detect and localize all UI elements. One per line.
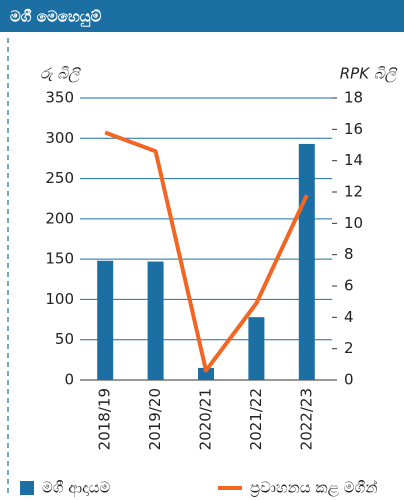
y-tick-label: 300 <box>45 129 74 147</box>
y2-tick-label: 6 <box>344 277 354 295</box>
y2-tick-label: 2 <box>344 339 354 357</box>
y2-tick-label: 4 <box>344 308 354 326</box>
y-tick-label: 250 <box>45 169 74 187</box>
y2-axis-label: RPK බිලි <box>340 65 399 83</box>
x-tick-label: 2019/20 <box>146 388 164 450</box>
y2-tick-label: 14 <box>344 151 363 169</box>
x-tick-label: 2018/19 <box>96 388 114 450</box>
y2-tick-label: 10 <box>344 214 363 232</box>
chart-title: මගී මෙහෙයුම් <box>10 8 102 28</box>
y-tick-label: 200 <box>45 209 74 227</box>
x-tick-label: 2020/21 <box>197 388 215 450</box>
y-tick-label: 0 <box>64 371 74 389</box>
y-tick-label: 50 <box>55 330 74 348</box>
y-axis-label: රු බිලි <box>40 65 82 83</box>
y2-tick-label: 8 <box>344 245 354 263</box>
bar <box>248 317 265 380</box>
legend-swatch <box>20 481 34 495</box>
y2-tick-label: 16 <box>344 120 363 138</box>
header-bar <box>0 0 404 32</box>
x-tick-label: 2022/23 <box>297 388 315 450</box>
y-tick-label: 100 <box>45 290 74 308</box>
line <box>104 130 309 373</box>
y-tick-label: 150 <box>45 250 74 268</box>
bar <box>97 260 114 380</box>
y2-tick-label: 18 <box>344 89 363 107</box>
y2-tick-label: 12 <box>344 183 363 201</box>
legend-label: ප්‍රවාහනය කළ මගීන් <box>250 478 378 497</box>
bar <box>147 261 164 380</box>
y2-tick-label: 0 <box>344 371 354 389</box>
bar <box>298 143 315 380</box>
legend-label: මගී ආදායම <box>42 479 111 498</box>
x-tick-label: 2021/22 <box>247 388 265 450</box>
y-tick-label: 350 <box>45 89 74 107</box>
bar <box>198 367 214 380</box>
